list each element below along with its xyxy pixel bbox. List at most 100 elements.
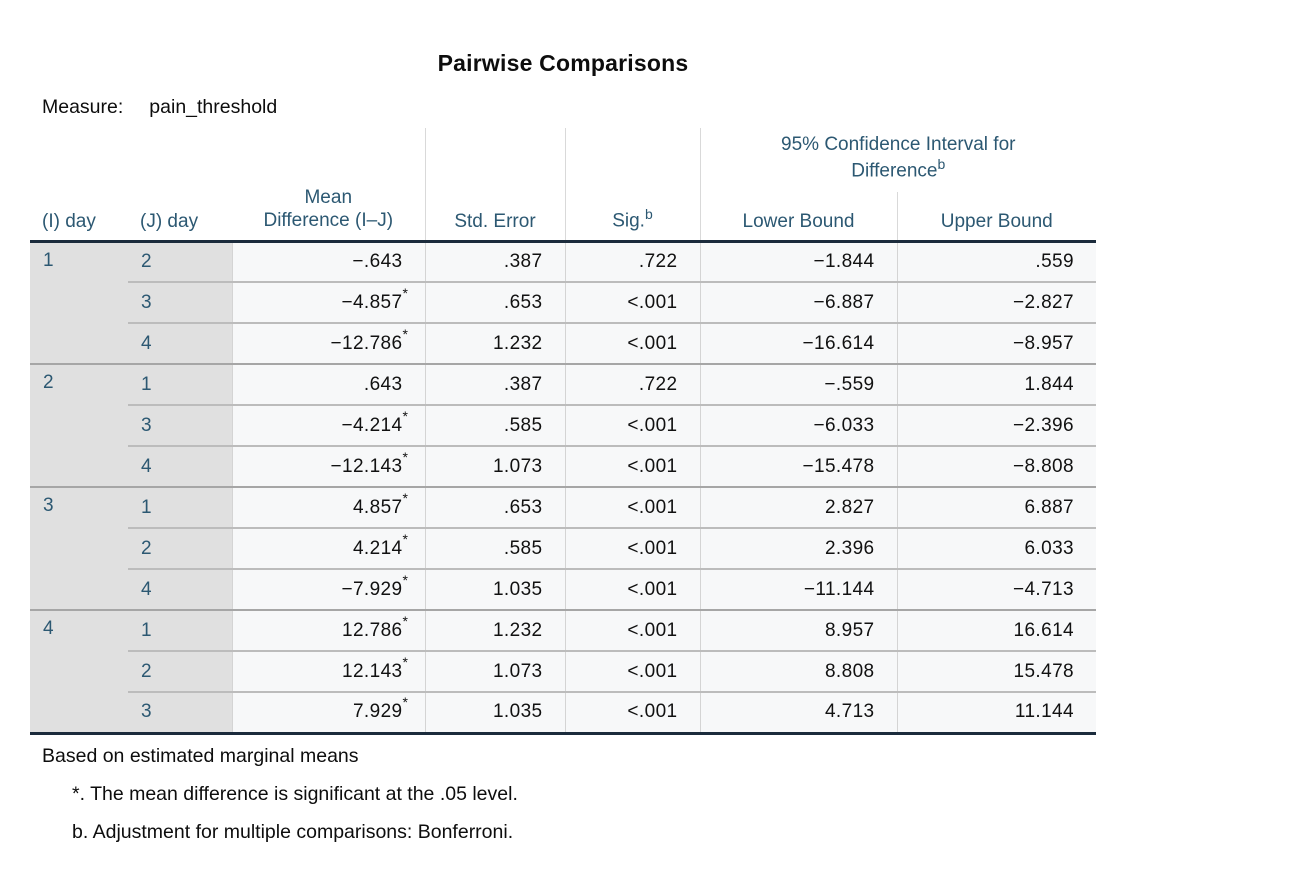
lower-bound-cell: −.559: [699, 363, 897, 405]
significance-star: *: [402, 694, 408, 711]
j-day-cell: 1: [128, 609, 232, 651]
col-confidence-interval-label: 95% Confidence Interval for Differenceb: [733, 133, 1063, 183]
col-mean-difference: Mean Difference (I–J): [232, 128, 425, 243]
std-error-cell: 1.035: [424, 691, 565, 735]
lower-bound-cell: −6.887: [699, 281, 897, 323]
lower-bound-cell: 2.396: [699, 527, 897, 569]
col-i-day: (I) day: [30, 128, 128, 243]
sig-cell: <.001: [564, 281, 700, 323]
mean-difference-cell: 7.929 *: [231, 691, 425, 735]
j-day-cell: 3: [128, 691, 232, 735]
col-sig-label: Sig.: [612, 210, 645, 232]
j-day-cell: 1: [128, 363, 232, 405]
table-header: (I) day (J) day Mean Difference (I–J) St…: [30, 128, 1096, 243]
i-day-cell: 1: [30, 241, 128, 364]
i-day-cell: 3: [30, 486, 128, 610]
table-row: 4 −7.929 * 1.035 <.001 −11.144 −4.713: [30, 568, 1096, 610]
mean-difference-cell: −.643: [231, 241, 425, 282]
mean-difference-cell: −4.857 *: [231, 281, 425, 323]
j-day-cell: 3: [128, 404, 232, 446]
mean-difference-cell: 12.786 *: [231, 609, 425, 651]
upper-bound-cell: 6.033: [896, 527, 1096, 569]
table-row: 4 −12.786 * 1.232 <.001 −16.614 −8.957: [30, 322, 1096, 364]
mean-difference-cell: .643: [231, 363, 425, 405]
std-error-cell: .653: [424, 486, 565, 528]
std-error-cell: .387: [424, 241, 565, 282]
table-row: 3 7.929 * 1.035 <.001 4.713 11.144: [30, 691, 1096, 735]
sig-cell: <.001: [564, 609, 700, 651]
std-error-cell: 1.232: [424, 322, 565, 364]
sig-cell: <.001: [564, 568, 700, 610]
footnote-estimated-marginal-means: Based on estimated marginal means: [42, 744, 359, 767]
sig-cell: <.001: [564, 650, 700, 692]
lower-bound-cell: −1.844: [699, 241, 897, 282]
significance-star: *: [402, 284, 408, 301]
j-day-cell: 2: [128, 527, 232, 569]
measure-line: Measure: pain_threshold: [30, 96, 1096, 119]
j-day-cell: 3: [128, 281, 232, 323]
j-day-cell: 2: [128, 241, 232, 282]
upper-bound-cell: −8.808: [896, 445, 1096, 487]
table-row: 3 1 4.857 * .653 <.001 2.827 6.887: [30, 486, 1096, 610]
i-day-cell: 2: [30, 363, 128, 487]
pairwise-comparisons-table: (I) day (J) day Mean Difference (I–J) St…: [30, 128, 1096, 735]
significance-star: *: [402, 489, 408, 506]
upper-bound-cell: −2.396: [896, 404, 1096, 446]
col-std-error: Std. Error: [424, 128, 565, 243]
table-row: 4 1 12.786 * 1.232 <.001 8.957 16.614: [30, 609, 1096, 735]
upper-bound-cell: 16.614: [896, 609, 1096, 651]
col-mean-difference-label: Mean Difference (I–J): [263, 187, 394, 232]
upper-bound-cell: −8.957: [896, 322, 1096, 364]
mean-difference-cell: −4.214 *: [231, 404, 425, 446]
ci-label-text: 95% Confidence Interval for Difference: [781, 134, 1016, 182]
lower-bound-cell: −15.478: [699, 445, 897, 487]
sig-cell: <.001: [564, 445, 700, 487]
j-day-cell: 4: [128, 568, 232, 610]
mean-difference-cell: −7.929 *: [231, 568, 425, 610]
lower-bound-cell: 4.713: [699, 691, 897, 735]
significance-star: *: [402, 448, 408, 465]
mean-difference-cell: −12.786 *: [231, 322, 425, 364]
header-row-top: (I) day (J) day Mean Difference (I–J) St…: [30, 128, 1096, 243]
table-row: 1 2 −.643.387.722 −1.844.559: [30, 241, 1096, 364]
j-day-cell: 4: [128, 322, 232, 364]
upper-bound-cell: 1.844: [896, 363, 1096, 405]
sig-cell: <.001: [564, 486, 700, 528]
j-day-cell: 4: [128, 445, 232, 487]
col-confidence-interval: 95% Confidence Interval for Differenceb: [699, 128, 1096, 192]
table-row: 2 1.643.387.722 −.559 1.844: [30, 363, 1096, 487]
i-day-cell: 4: [30, 609, 128, 735]
significance-star: *: [402, 653, 408, 670]
sig-footnote-marker: b: [644, 206, 653, 223]
mean-difference-cell: −12.143 *: [231, 445, 425, 487]
std-error-cell: 1.073: [424, 445, 565, 487]
significance-star: *: [402, 325, 408, 342]
col-j-day: (J) day: [128, 128, 232, 243]
table-body: 1 2 −.643.387.722 −1.844.559 3 −4.857 * .653 <.0…: [30, 241, 1096, 735]
upper-bound-cell: 11.144: [896, 691, 1096, 735]
sig-cell: .722: [564, 363, 700, 405]
significance-star: *: [402, 571, 408, 588]
footnote-significance: *. The mean difference is significant at…: [72, 782, 518, 805]
mean-difference-cell: 12.143 *: [231, 650, 425, 692]
sig-cell: <.001: [564, 527, 700, 569]
ci-footnote-marker: b: [937, 156, 946, 173]
lower-bound-cell: 8.808: [699, 650, 897, 692]
std-error-cell: .653: [424, 281, 565, 323]
col-lower-bound: Lower Bound: [699, 192, 897, 243]
sig-cell: .722: [564, 241, 700, 282]
upper-bound-cell: 6.887: [896, 486, 1096, 528]
upper-bound-cell: −4.713: [896, 568, 1096, 610]
page-title: Pairwise Comparisons: [437, 50, 689, 76]
upper-bound-cell: −2.827: [896, 281, 1096, 323]
mean-difference-cell: 4.214 *: [231, 527, 425, 569]
std-error-cell: 1.035: [424, 568, 565, 610]
std-error-cell: 1.073: [424, 650, 565, 692]
lower-bound-cell: −6.033: [699, 404, 897, 446]
std-error-cell: .387: [424, 363, 565, 405]
sig-cell: <.001: [564, 691, 700, 735]
sig-cell: <.001: [564, 322, 700, 364]
measure-label: Measure:: [42, 96, 124, 118]
std-error-cell: 1.232: [424, 609, 565, 651]
table-row: 3 −4.857 * .653 <.001 −6.887 −2.827: [30, 281, 1096, 323]
